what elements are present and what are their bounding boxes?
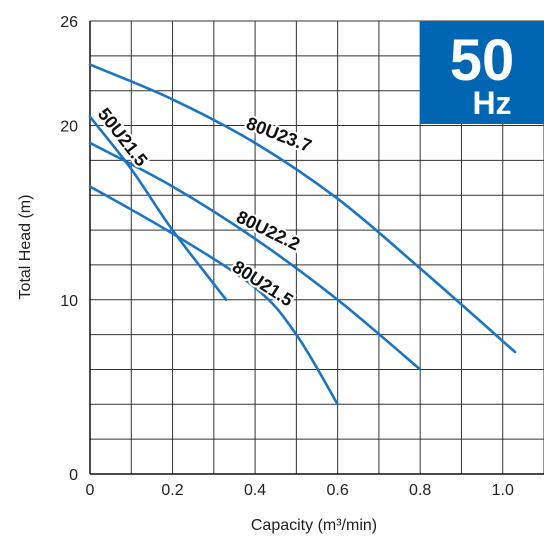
x-tick-label: 0.4 <box>244 482 266 499</box>
y-axis-label: Total Head (m) <box>17 195 34 300</box>
x-tick-labels: 00.20.40.60.81.01. <box>86 482 514 499</box>
badge-unit: Hz <box>472 85 511 121</box>
x-tick-label: 0 <box>86 482 95 499</box>
y-tick-label: 20 <box>60 119 78 136</box>
x-tick-label: 1.0 <box>492 482 514 499</box>
x-axis-label: Capacity (m³/min) <box>251 517 377 534</box>
y-tick-label: 10 <box>60 293 78 310</box>
series-label: 80U23.7 <box>244 113 315 156</box>
y-tick-labels: 0 10 20 26 <box>60 14 78 484</box>
series-line-80U21.5 <box>88 185 339 406</box>
badge-background <box>420 21 544 124</box>
x-tick-label: 0.8 <box>409 482 431 499</box>
x-tick-label: 0.2 <box>161 482 183 499</box>
x-tick-label: 0.6 <box>327 482 349 499</box>
y-tick-label: 26 <box>60 14 78 31</box>
series-line-50U21.5 <box>88 115 228 302</box>
series-line-80U22.2 <box>88 141 422 371</box>
performance-curves <box>88 63 517 406</box>
frequency-badge: 50 Hz <box>420 21 544 124</box>
series-line-80U23.7 <box>88 63 517 354</box>
y-tick-label: 0 <box>69 467 78 484</box>
badge-frequency: 50 <box>450 28 515 93</box>
